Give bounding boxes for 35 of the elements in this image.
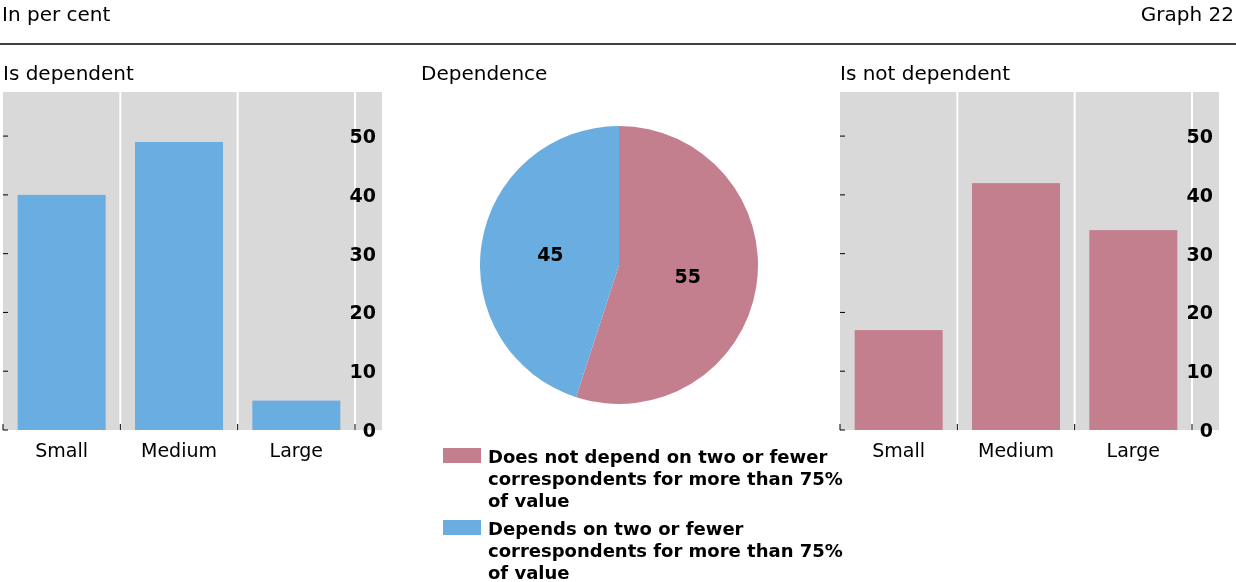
chart-title: Is not dependent: [840, 61, 1011, 85]
bar: [135, 141, 223, 430]
y-tick-label: 50: [1186, 125, 1213, 148]
pie-slice: [576, 126, 758, 404]
y-tick-label: 30: [1186, 242, 1213, 265]
legend-label: Depends on two or fewer correspondents for more than 75% of value: [488, 518, 843, 582]
y-tick-label: 10: [349, 360, 376, 383]
pie-slice: [480, 126, 619, 398]
bar: [854, 330, 943, 430]
x-tick-label: Medium: [978, 439, 1054, 461]
x-tick-label: Small: [872, 439, 926, 461]
chart-title: Is dependent: [3, 61, 135, 85]
text: In per cent: [2, 2, 111, 26]
y-tick-label: 20: [349, 301, 376, 324]
y-tick-label: 10: [1186, 360, 1213, 383]
data-label: 45: [537, 243, 564, 266]
y-tick-label: 0: [362, 419, 376, 441]
bar: [972, 183, 1060, 430]
x-tick-label: Small: [35, 439, 89, 461]
bar: [1089, 230, 1178, 430]
legend-label: Does not depend on two or fewer correspondents for more than 75% of value: [488, 446, 843, 511]
x-tick-label: Large: [1106, 439, 1161, 461]
x-tick-label: Large: [269, 439, 324, 461]
chart-title: Dependence: [421, 61, 548, 85]
y-tick-label: 20: [1186, 301, 1213, 324]
data-label: 55: [674, 264, 701, 287]
bar: [252, 400, 341, 430]
y-tick-label: 30: [349, 242, 376, 265]
y-tick-label: 50: [349, 125, 376, 148]
y-tick-label: 0: [1199, 419, 1213, 441]
x-tick-label: Medium: [141, 439, 217, 461]
caption: Graph 22: [1140, 2, 1234, 26]
y-tick-label: 40: [349, 183, 376, 206]
bar: [17, 194, 106, 430]
y-tick-label: 40: [1186, 183, 1213, 206]
